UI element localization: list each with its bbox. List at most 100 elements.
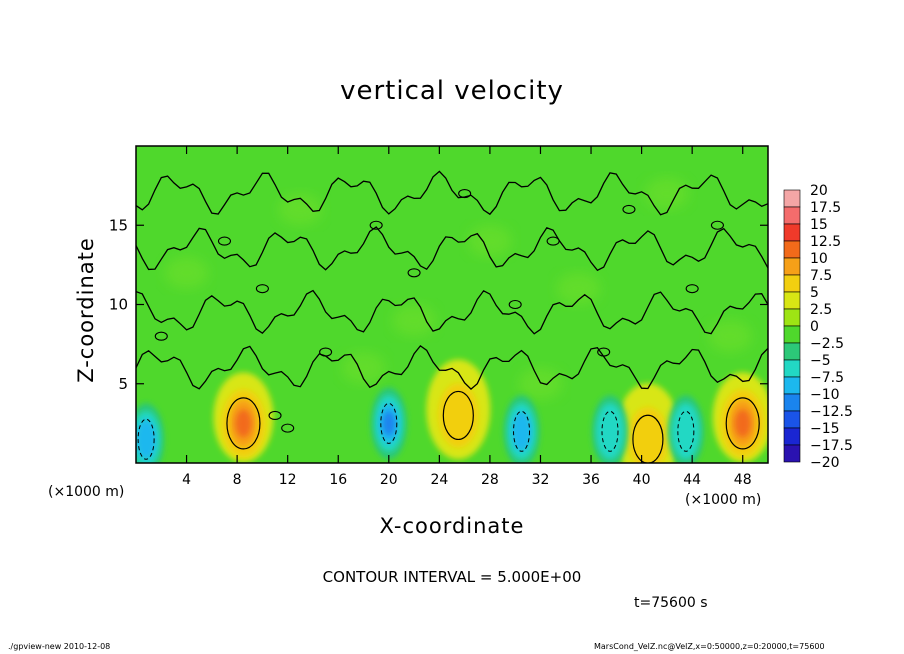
downdraft-contour bbox=[601, 410, 619, 452]
colorbar-label: −10 bbox=[810, 387, 840, 403]
chart-title: vertical velocity bbox=[340, 76, 564, 106]
colorbar-label: 2.5 bbox=[810, 302, 832, 318]
colorbar-label: 12.5 bbox=[810, 234, 841, 250]
small-contour-loop bbox=[217, 236, 232, 246]
x-tick-label: 4 bbox=[182, 472, 191, 488]
small-contour-loop bbox=[407, 268, 421, 278]
footer-right-text: MarsCond_VelZ.nc@VelZ,x=0:50000,z=0:2000… bbox=[594, 642, 825, 651]
colorbar-label: −7.5 bbox=[810, 370, 844, 386]
small-contour-loop bbox=[597, 347, 611, 357]
downdraft-contour bbox=[513, 410, 531, 452]
colorbar-label: −12.5 bbox=[810, 404, 853, 420]
y-tick-label: 10 bbox=[109, 296, 128, 314]
weak-updraft-patch bbox=[708, 320, 753, 353]
colorbar-label: 20 bbox=[810, 183, 828, 199]
zero-contour-line bbox=[136, 226, 768, 272]
colorbar-box bbox=[783, 223, 801, 242]
x-tick-label: 32 bbox=[532, 472, 550, 488]
x-tick-label: 36 bbox=[582, 472, 600, 488]
small-contour-loop bbox=[710, 220, 724, 230]
colorbar-box bbox=[783, 342, 801, 361]
x-axis-label: X-coordinate bbox=[379, 514, 525, 538]
colorbar-box bbox=[783, 393, 801, 412]
footer-left-text: ./gpview-new 2010-12-08 bbox=[8, 642, 111, 651]
updraft-contour bbox=[442, 390, 474, 441]
colorbar-box bbox=[783, 189, 801, 208]
colorbar-box bbox=[783, 325, 801, 344]
small-contour-loop bbox=[281, 423, 295, 433]
colorbar-box bbox=[783, 410, 801, 429]
field-group bbox=[136, 146, 768, 463]
colorbar-label: −5 bbox=[810, 353, 831, 369]
weak-updraft-patch bbox=[392, 304, 437, 337]
weak-updraft-patch bbox=[644, 177, 689, 210]
small-contour-loop bbox=[268, 410, 282, 421]
small-contour-loop bbox=[154, 331, 168, 341]
colorbar-box bbox=[783, 359, 801, 378]
downdraft-shade bbox=[382, 411, 395, 436]
small-contour-loop bbox=[319, 347, 333, 357]
downdraft-contour bbox=[137, 418, 155, 460]
updraft-contour bbox=[226, 397, 261, 450]
updraft-shade bbox=[438, 383, 479, 448]
x-tick-label: 44 bbox=[683, 472, 701, 488]
x-tick-label: 28 bbox=[481, 472, 499, 488]
x-tick-label: 40 bbox=[633, 472, 651, 488]
contour-interval-text: CONTOUR INTERVAL = 5.000E+00 bbox=[322, 568, 582, 586]
small-contour-loop bbox=[458, 189, 472, 199]
plot-area bbox=[135, 145, 769, 464]
colorbar-box bbox=[783, 257, 801, 276]
colorbar: 2017.51512.5107.552.50−2.5−5−7.5−10−12.5… bbox=[783, 183, 853, 471]
small-contour-loop bbox=[622, 204, 636, 214]
time-label: t=75600 s bbox=[634, 595, 708, 611]
colorbar-label: −20 bbox=[810, 455, 840, 471]
colorbar-box bbox=[783, 444, 801, 463]
weak-updraft-patch bbox=[467, 225, 512, 258]
colorbar-box bbox=[783, 206, 801, 225]
y-tick-label: 15 bbox=[109, 216, 128, 234]
colorbar-label: −17.5 bbox=[810, 438, 853, 454]
y-tick-label: 5 bbox=[118, 375, 128, 393]
colorbar-label: 0 bbox=[810, 319, 819, 335]
colorbar-box bbox=[783, 308, 801, 327]
colorbar-label: 7.5 bbox=[810, 268, 832, 284]
colorbar-box bbox=[783, 274, 801, 293]
small-contour-loop bbox=[508, 299, 522, 310]
downdraft-shade bbox=[671, 403, 700, 460]
x-tick-label: 20 bbox=[380, 472, 398, 488]
colorbar-label: 5 bbox=[810, 285, 819, 301]
weak-updraft-patch bbox=[164, 256, 209, 289]
updraft-contour bbox=[725, 397, 760, 450]
colorbar-label: 10 bbox=[810, 251, 828, 267]
x-tick-label: 48 bbox=[734, 472, 752, 488]
colorbar-label: −2.5 bbox=[810, 336, 844, 352]
zero-contour-line bbox=[136, 345, 768, 390]
downdraft-shade bbox=[136, 419, 157, 460]
colorbar-label: 17.5 bbox=[810, 200, 841, 216]
zero-contour-line bbox=[136, 170, 768, 216]
colorbar-box bbox=[783, 291, 801, 310]
colorbar-label: −15 bbox=[810, 421, 840, 437]
x-tick-label: 16 bbox=[329, 472, 347, 488]
colorbar-box bbox=[783, 240, 801, 259]
colorbar-label: 15 bbox=[810, 217, 828, 233]
updraft-shade bbox=[734, 409, 751, 438]
small-contour-loop bbox=[369, 220, 383, 230]
small-contour-loop bbox=[546, 236, 560, 246]
x-tick-label: 8 bbox=[233, 472, 242, 488]
x-unit-label-right: (×1000 m) bbox=[685, 492, 762, 508]
updraft-shade bbox=[627, 407, 668, 463]
weak-updraft-patch bbox=[341, 351, 386, 384]
weak-updraft-patch bbox=[518, 367, 563, 400]
downdraft-contour bbox=[677, 410, 695, 452]
zero-contour-line bbox=[136, 289, 768, 335]
small-contour-loop bbox=[255, 284, 269, 294]
x-tick-label: 12 bbox=[279, 472, 297, 488]
colorbar-box bbox=[783, 427, 801, 446]
downdraft-shade bbox=[511, 411, 532, 452]
downdraft-contour bbox=[380, 402, 398, 444]
colorbar-box bbox=[783, 376, 801, 395]
updraft-shade bbox=[235, 409, 252, 438]
